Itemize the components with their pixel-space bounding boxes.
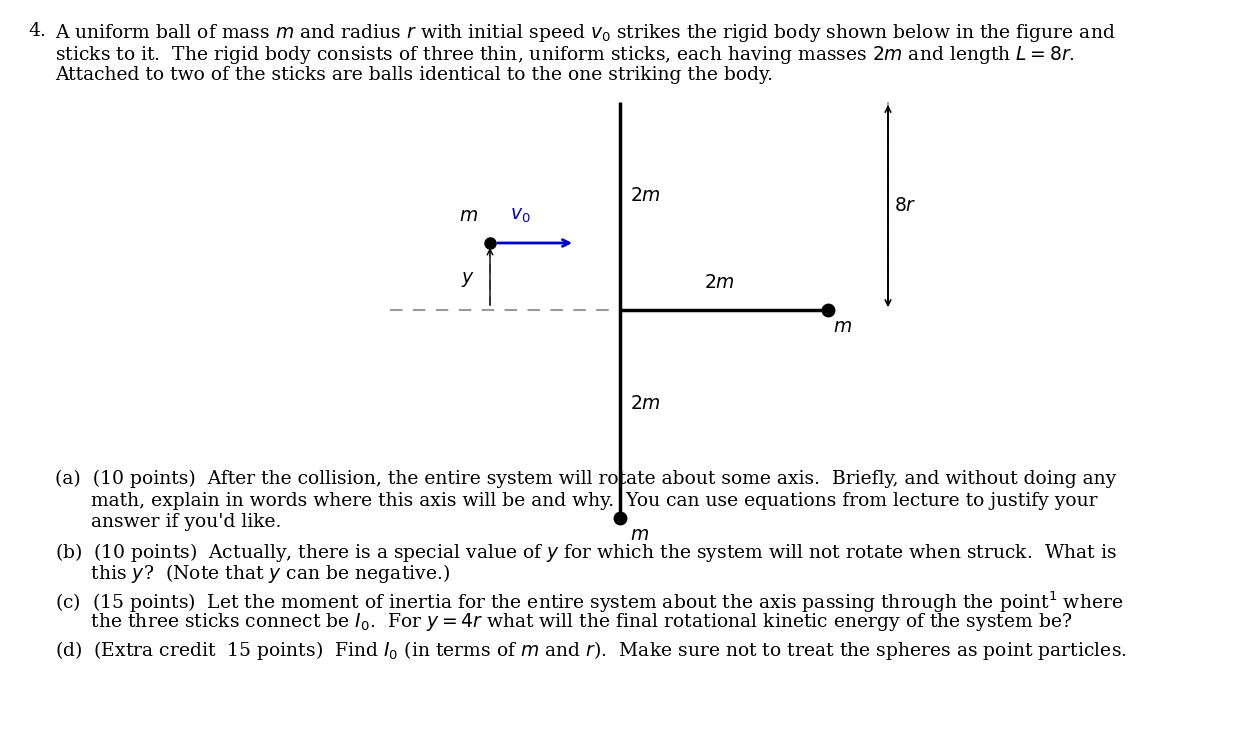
Text: the three sticks connect be $I_0$.  For $y = 4r$ what will the final rotational : the three sticks connect be $I_0$. For $…	[55, 611, 1072, 633]
Text: $2m$: $2m$	[704, 274, 734, 292]
Text: sticks to it.  The rigid body consists of three thin, uniform sticks, each havin: sticks to it. The rigid body consists of…	[55, 44, 1075, 66]
Text: Attached to two of the sticks are balls identical to the one striking the body.: Attached to two of the sticks are balls …	[55, 66, 772, 84]
Text: 4.: 4.	[28, 22, 46, 40]
Text: this $y$?  (Note that $y$ can be negative.): this $y$? (Note that $y$ can be negative…	[55, 562, 450, 585]
Text: (d)  (Extra credit  15 points)  Find $I_0$ (in terms of $m$ and $r$).  Make sure: (d) (Extra credit 15 points) Find $I_0$ …	[55, 638, 1126, 661]
Text: $m$: $m$	[832, 318, 852, 336]
Text: $2m$: $2m$	[630, 187, 660, 205]
Text: (a)  (10 points)  After the collision, the entire system will rotate about some : (a) (10 points) After the collision, the…	[55, 470, 1116, 488]
Text: answer if you'd like.: answer if you'd like.	[55, 513, 281, 531]
Text: (c)  (15 points)  Let the moment of inertia for the entire system about the axis: (c) (15 points) Let the moment of inerti…	[55, 590, 1124, 615]
Text: A uniform ball of mass $m$ and radius $r$ with initial speed $v_0$ strikes the r: A uniform ball of mass $m$ and radius $r…	[55, 22, 1115, 44]
Text: $m$: $m$	[630, 526, 649, 544]
Text: $y$: $y$	[461, 270, 475, 290]
Text: $2m$: $2m$	[630, 395, 660, 413]
Text: (b)  (10 points)  Actually, there is a special value of $y$ for which the system: (b) (10 points) Actually, there is a spe…	[55, 540, 1116, 564]
Text: $v_0$: $v_0$	[510, 207, 530, 225]
Text: $m$: $m$	[459, 207, 478, 225]
Text: math, explain in words where this axis will be and why.  You can use equations f: math, explain in words where this axis w…	[55, 491, 1098, 509]
Text: $8r$: $8r$	[894, 197, 916, 215]
